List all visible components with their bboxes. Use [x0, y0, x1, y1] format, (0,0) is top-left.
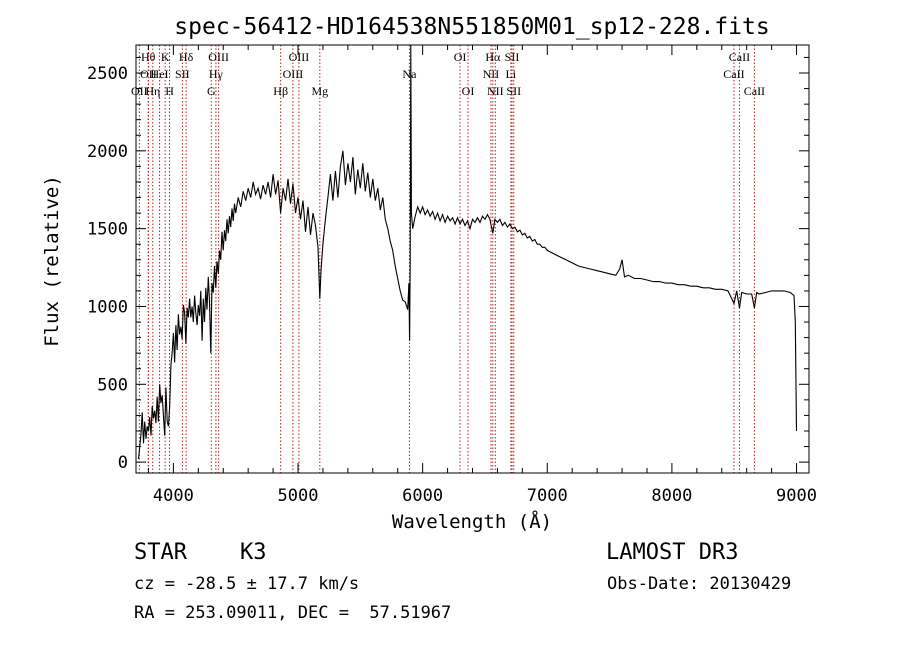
line-label: Hα: [485, 50, 501, 64]
y-tick-label: 500: [97, 375, 128, 395]
spectral-class: STAR: [134, 540, 187, 565]
line-label: OI: [462, 84, 475, 98]
flux-series: [137, 45, 798, 460]
redshift-readout: cz = -28.5 ± 17.7 km/s: [134, 574, 360, 594]
x-tick-label: 6000: [402, 486, 443, 506]
x-tick-label: 4000: [153, 486, 194, 506]
line-label: HeI: [151, 67, 169, 81]
line-label: CaII: [729, 50, 750, 64]
line-label: Na: [402, 67, 417, 81]
line-label: OIII: [289, 50, 310, 64]
emission-line-markers: OIIHθOIIHηHeIKHSIIHδGHγOIIIHβOIIIOIIIMgN…: [131, 45, 765, 473]
line-label: OII: [131, 84, 148, 98]
line-label: Hβ: [273, 84, 288, 98]
axes: 4000 5000 6000 7000 8000 9000 0 500 1000 1500 2000…: [87, 44, 817, 506]
y-tick-label: 2500: [87, 64, 128, 84]
line-label: K: [161, 50, 170, 64]
line-label: NII: [487, 84, 504, 98]
x-tick-label: 7000: [527, 486, 568, 506]
line-label: NII: [483, 67, 500, 81]
y-tick-label: 2000: [87, 142, 128, 162]
x-tick-label: 9000: [776, 486, 817, 506]
x-axis-label: Wavelength (Å): [392, 510, 552, 533]
line-label: CaII: [744, 84, 765, 98]
plot-frame: [135, 44, 810, 474]
survey-name: LAMOST DR3: [606, 540, 739, 565]
line-label: Hγ: [209, 67, 224, 81]
line-label: G: [207, 84, 216, 98]
y-tick-label: 1000: [87, 297, 128, 317]
line-label: Mg: [311, 84, 328, 98]
line-label: CaII: [723, 67, 744, 81]
line-label: Hδ: [179, 50, 194, 64]
observation-date: Obs-Date: 20130429: [607, 574, 792, 594]
y-tick-label: 0: [118, 453, 128, 473]
line-label: OIII: [208, 50, 229, 64]
line-label: OIII: [283, 67, 304, 81]
line-label: Li: [506, 67, 517, 81]
x-tick-label: 5000: [278, 486, 319, 506]
y-tick-label: 1500: [87, 220, 128, 240]
spectral-subclass: K3: [240, 540, 267, 565]
line-label: Hη: [145, 84, 160, 98]
line-label: SII: [175, 67, 190, 81]
chart-title: spec-56412-HD164538N551850M01_sp12-228.f…: [174, 14, 769, 40]
flux-line: [137, 45, 798, 460]
x-tick-label: 8000: [651, 486, 692, 506]
coordinates-readout: RA = 253.09011, DEC = 57.51967: [134, 603, 452, 623]
line-label: SII: [505, 50, 520, 64]
line-label: SII: [506, 84, 521, 98]
line-label: H: [165, 84, 174, 98]
y-axis-label: Flux (relative): [41, 175, 63, 347]
line-label: OI: [454, 50, 467, 64]
